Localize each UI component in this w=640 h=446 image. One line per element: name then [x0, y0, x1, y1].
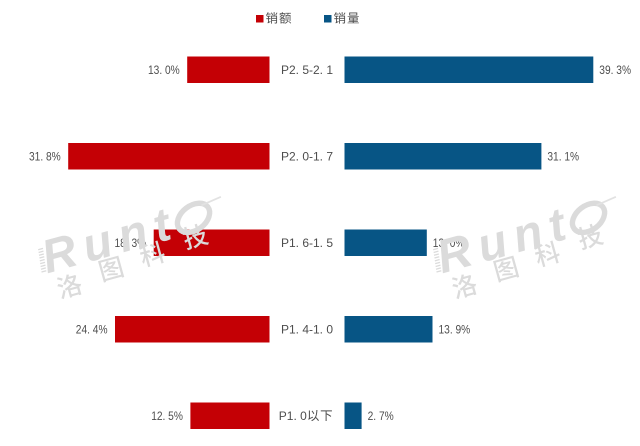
svg-text:12. 5%: 12. 5%: [151, 409, 183, 423]
svg-text:2. 7%: 2. 7%: [368, 409, 394, 423]
svg-text:13. 0%: 13. 0%: [148, 63, 180, 77]
svg-text:P1. 6-1. 5: P1. 6-1. 5: [281, 236, 333, 250]
svg-text:P1. 0: P1. 0: [279, 409, 307, 423]
svg-text:31. 8%: 31. 8%: [29, 150, 61, 164]
svg-text:18. 3%: 18. 3%: [115, 236, 147, 250]
svg-text:P2. 0-1. 7: P2. 0-1. 7: [281, 150, 333, 164]
svg-text:P2. 5-2. 1: P2. 5-2. 1: [281, 63, 333, 77]
svg-text:39. 3%: 39. 3%: [599, 63, 631, 77]
svg-text:24. 4%: 24. 4%: [76, 323, 108, 337]
svg-text:31. 1%: 31. 1%: [547, 150, 579, 164]
svg-text:P1. 4-1. 0: P1. 4-1. 0: [281, 323, 333, 337]
svg-text:13. 9%: 13. 9%: [439, 323, 471, 337]
svg-text:Runt: Runt: [36, 195, 184, 283]
svg-text:13. 0%: 13. 0%: [433, 236, 465, 250]
svg-text:Runt: Runt: [431, 195, 579, 283]
